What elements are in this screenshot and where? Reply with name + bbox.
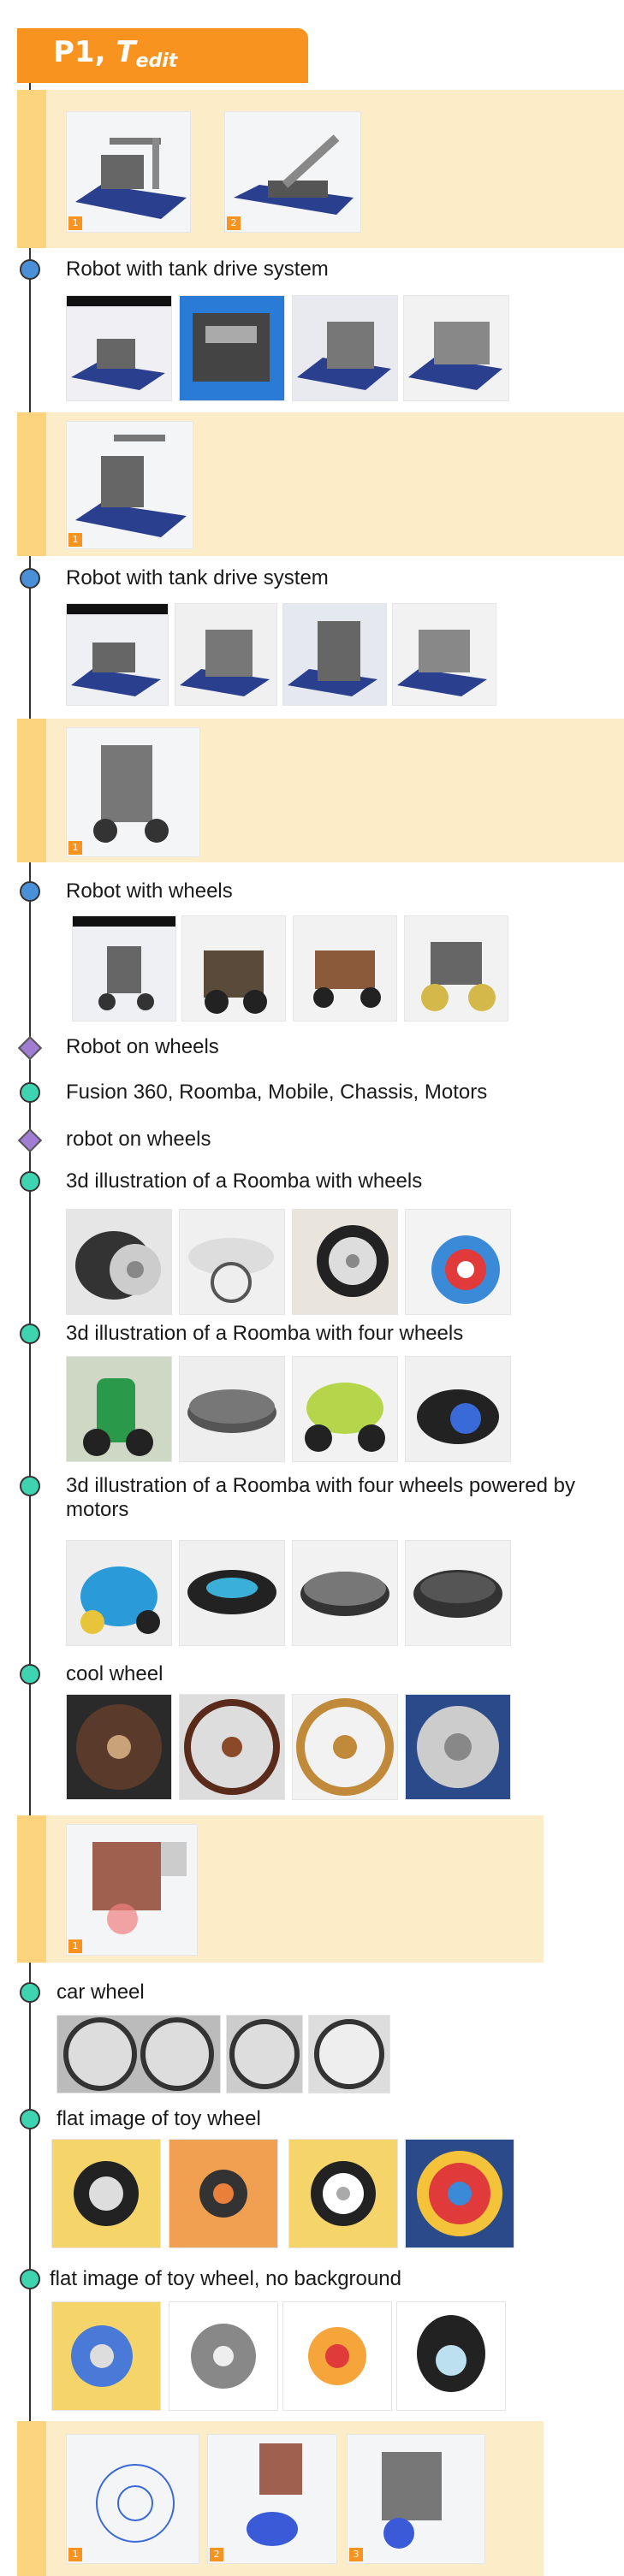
result-image[interactable] — [179, 1209, 285, 1315]
result-image[interactable] — [404, 915, 508, 1022]
badge-number: 1 — [68, 533, 82, 547]
step-label: 3d illustration of a Roomba with four wh… — [66, 1474, 575, 1521]
step-marker-circle — [20, 1982, 40, 2003]
result-image[interactable] — [179, 295, 285, 401]
badge-number: 1 — [68, 2548, 82, 2561]
result-image[interactable] — [396, 2301, 506, 2411]
result-image[interactable] — [292, 1209, 398, 1315]
edit-thumbnail[interactable]: 1 — [66, 1824, 198, 1956]
result-image[interactable] — [405, 1209, 511, 1315]
result-image[interactable] — [66, 1694, 172, 1800]
step-label: 3d illustration of a Roomba with wheels — [66, 1170, 423, 1193]
page-title: P1, Tedit — [53, 35, 178, 72]
badge-number: 1 — [68, 841, 82, 855]
step-marker-circle — [20, 2109, 40, 2129]
step-label: robot on wheels — [66, 1128, 211, 1151]
edit-thumbnail[interactable]: 1 — [66, 111, 191, 233]
step-marker-circle — [20, 1664, 40, 1685]
result-image[interactable] — [293, 915, 397, 1022]
result-image[interactable] — [66, 603, 169, 706]
step-marker-circle — [20, 2269, 40, 2289]
result-image[interactable] — [282, 603, 387, 706]
page-title-bar: P1, Tedit — [17, 28, 308, 83]
badge-number: 1 — [68, 216, 82, 230]
step-label: Robot on wheels — [66, 1035, 219, 1058]
result-image[interactable] — [308, 2015, 390, 2093]
result-image[interactable] — [179, 1540, 285, 1646]
result-image[interactable] — [226, 2015, 303, 2093]
result-image[interactable] — [292, 1540, 398, 1646]
result-image[interactable] — [51, 2301, 161, 2411]
step-marker-diamond — [17, 1128, 43, 1153]
edit-thumbnail[interactable]: 2 — [207, 2434, 337, 2564]
step-marker-circle — [20, 1171, 40, 1192]
result-image[interactable] — [66, 1356, 172, 1462]
result-image[interactable] — [405, 2139, 514, 2248]
step-label: flat image of toy wheel — [56, 2107, 261, 2130]
result-image[interactable] — [392, 603, 496, 706]
result-image[interactable] — [66, 295, 172, 401]
edit-thumbnail[interactable]: 3 — [347, 2434, 485, 2564]
edit-thumbnail[interactable]: 1 — [66, 2434, 199, 2564]
result-image[interactable] — [72, 915, 176, 1022]
edit-thumbnail[interactable]: 2 — [224, 111, 361, 233]
result-image[interactable] — [169, 2139, 278, 2248]
badge-number: 2 — [227, 216, 241, 230]
result-image[interactable] — [282, 2301, 392, 2411]
result-image[interactable] — [66, 1540, 172, 1646]
result-image[interactable] — [403, 295, 509, 401]
step-label: flat image of toy wheel, no background — [50, 2267, 401, 2290]
edit-thumbnail[interactable]: 1 — [66, 727, 200, 857]
step-label: Robot with wheels — [66, 879, 233, 903]
result-image[interactable] — [169, 2301, 278, 2411]
result-image[interactable] — [175, 603, 277, 706]
edit-thumbnail[interactable]: 1 — [66, 421, 193, 549]
result-image[interactable] — [292, 295, 398, 401]
step-marker-circle — [20, 1324, 40, 1344]
badge-number: 1 — [68, 1939, 82, 1953]
result-image[interactable] — [66, 1209, 172, 1315]
result-image[interactable] — [405, 1356, 511, 1462]
result-image[interactable] — [292, 1356, 398, 1462]
result-image[interactable] — [179, 1356, 285, 1462]
step-marker-circle — [20, 259, 40, 280]
step-label: Fusion 360, Roomba, Mobile, Chassis, Mot… — [66, 1081, 488, 1104]
step-marker-diamond — [17, 1035, 43, 1061]
result-image[interactable] — [405, 1540, 511, 1646]
step-marker-circle — [20, 568, 40, 589]
result-image[interactable] — [181, 915, 286, 1022]
result-image[interactable] — [56, 2015, 221, 2093]
result-image[interactable] — [405, 1694, 511, 1800]
result-image[interactable] — [51, 2139, 161, 2248]
badge-number: 2 — [210, 2548, 223, 2561]
step-label: car wheel — [56, 1981, 145, 2004]
step-marker-circle — [20, 1476, 40, 1496]
step-label: Robot with tank drive system — [66, 566, 329, 589]
badge-number: 3 — [349, 2548, 363, 2561]
step-marker-circle — [20, 881, 40, 902]
step-label: 3d illustration of a Roomba with four wh… — [66, 1322, 464, 1345]
step-marker-circle — [20, 1082, 40, 1103]
step-label: Robot with tank drive system — [66, 258, 329, 281]
result-image[interactable] — [292, 1694, 398, 1800]
result-image[interactable] — [179, 1694, 285, 1800]
step-label: cool wheel — [66, 1662, 163, 1685]
result-image[interactable] — [288, 2139, 398, 2248]
